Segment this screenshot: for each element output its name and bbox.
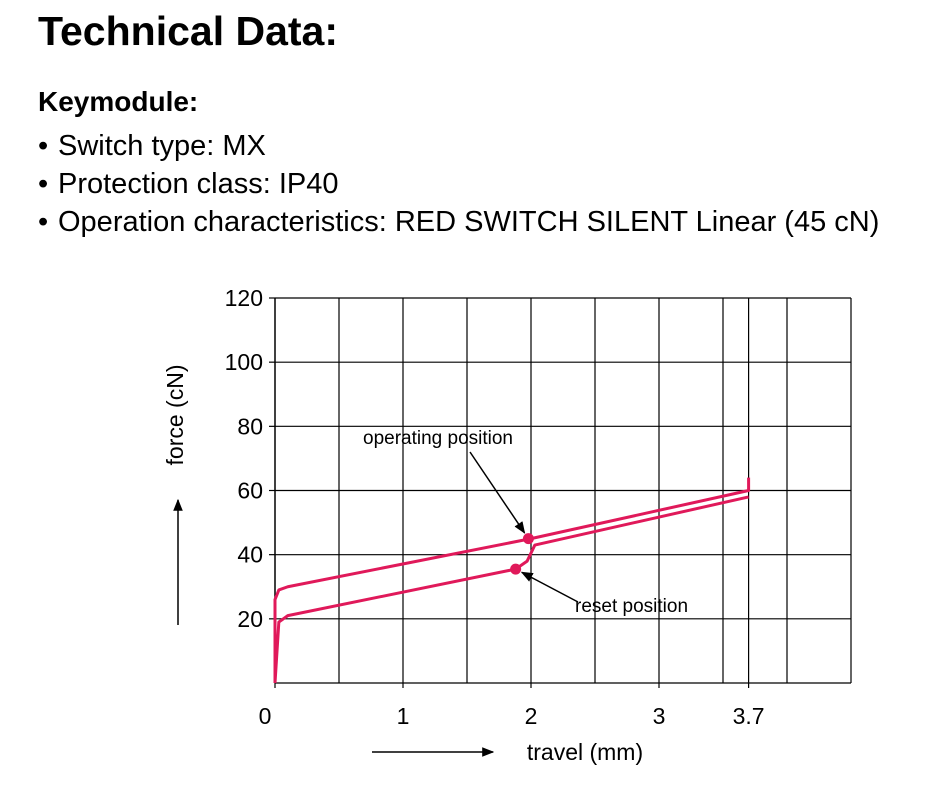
y-tick-label: 40	[237, 542, 263, 568]
bullet: • Switch type: MX	[38, 127, 948, 165]
x-tick-label: 0	[259, 703, 272, 729]
y-tick-label: 20	[237, 606, 263, 632]
y-tick-label: 80	[237, 413, 263, 439]
annotation-arrow	[520, 571, 579, 603]
bullet-text: Switch type: MX	[58, 130, 266, 162]
bullet-text: Operation characteristics: RED SWITCH SI…	[58, 206, 880, 238]
annotation-label: operating position	[363, 428, 513, 449]
x-tick-label: 1	[397, 703, 410, 729]
y-tick-label: 60	[237, 478, 263, 504]
bullet: • Operation characteristics: RED SWITCH S…	[38, 203, 948, 241]
annotation-arrow	[469, 451, 526, 534]
annotation-point	[510, 563, 522, 575]
annotation-label: reset position	[575, 596, 688, 617]
bullet-text: Protection class: IP40	[58, 168, 339, 200]
x-tick-label: 2	[525, 703, 538, 729]
x-axis-label: travel (mm)	[527, 739, 643, 765]
subtitle: Keymodule:	[38, 86, 199, 117]
x-tick-label: 3.7	[733, 703, 765, 729]
y-axis-label: force (cN)	[162, 365, 188, 466]
bullet: • Protection class: IP40	[38, 165, 948, 203]
y-tick-label: 100	[225, 349, 263, 375]
y-tick-label: 120	[225, 285, 263, 311]
curve	[273, 477, 751, 683]
bullet-list: • Switch type: MX • Protection class: IP40…	[38, 127, 948, 241]
curve	[273, 495, 749, 684]
title: Technical Data:	[38, 8, 338, 54]
x-tick-label: 3	[653, 703, 666, 729]
annotation-point	[522, 533, 534, 545]
